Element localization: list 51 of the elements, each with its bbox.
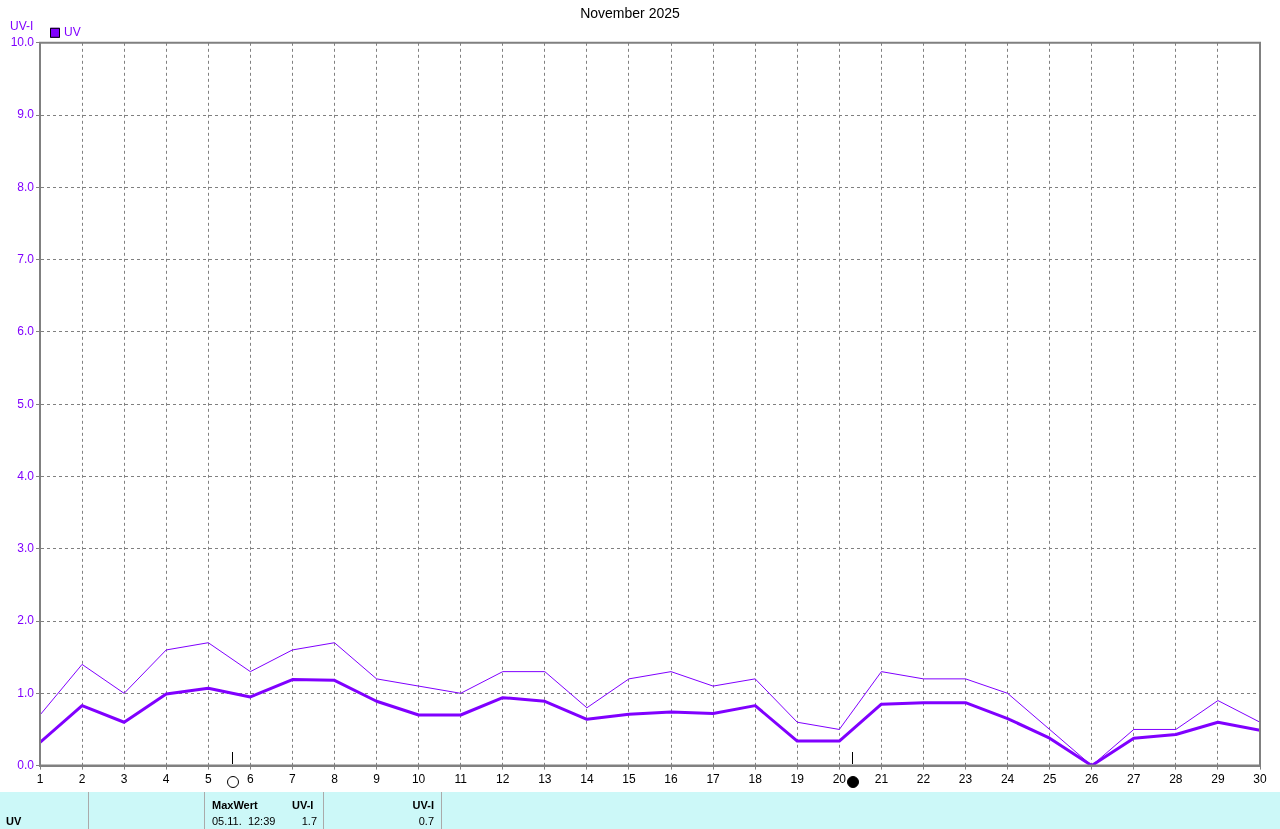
x-tick-label: 22 xyxy=(916,772,931,787)
x-tick-label: 20 xyxy=(832,772,847,787)
x-tick-label: 11 xyxy=(454,772,468,787)
y-tick-label: 2.0 xyxy=(17,613,35,628)
x-tick-label: 25 xyxy=(1042,772,1057,787)
y-tick-label: 0.0 xyxy=(17,757,35,772)
x-tick-label: 27 xyxy=(1127,772,1141,787)
y-tick-label: 3.0 xyxy=(17,541,35,556)
x-tick-label: 10 xyxy=(411,772,426,787)
legend-label: UV xyxy=(64,25,81,40)
text: 1.7 xyxy=(301,815,317,827)
x-tick-label: 13 xyxy=(538,772,552,787)
x-tick-label: 6 xyxy=(247,772,254,787)
y-tick-label: 8.0 xyxy=(17,179,35,194)
x-tick-label: 17 xyxy=(706,772,721,787)
y-tick-label: 10.0 xyxy=(10,35,35,50)
x-tick-label: 21 xyxy=(874,772,889,787)
x-tick-label: 15 xyxy=(622,772,636,787)
x-tick-label: 18 xyxy=(748,772,763,787)
x-tick-label: 19 xyxy=(790,772,805,787)
x-tick-label: 5 xyxy=(204,772,212,787)
text: 05.11. 12:39 xyxy=(212,815,276,827)
x-tick-label: 28 xyxy=(1169,772,1183,787)
text: UV xyxy=(6,815,22,827)
y-tick-label: 5.0 xyxy=(17,396,35,411)
x-tick-label: 8 xyxy=(331,772,339,787)
x-tick-label: 29 xyxy=(1211,772,1225,787)
x-tick-label: 9 xyxy=(373,772,381,787)
text: MaxWert xyxy=(212,799,258,811)
x-tick-label: 12 xyxy=(496,772,510,787)
x-tick-label: 14 xyxy=(580,772,594,787)
text: UV-I xyxy=(412,799,434,811)
x-tick-label: 3 xyxy=(120,772,128,787)
y-tick-label: 7.0 xyxy=(17,251,35,266)
x-tick-label: 24 xyxy=(1000,772,1015,787)
y-axis-title: UV-I xyxy=(10,19,34,34)
y-tick-label: 1.0 xyxy=(17,685,35,700)
x-tick-label: 4 xyxy=(162,772,170,787)
text: 0.7 xyxy=(418,815,434,827)
x-tick-label: 23 xyxy=(958,772,973,787)
text: UV-I xyxy=(292,799,314,811)
x-tick-label: 2 xyxy=(78,772,86,787)
y-tick-label: 6.0 xyxy=(17,324,35,339)
x-tick-label: 1 xyxy=(36,772,44,787)
y-tick-label: 9.0 xyxy=(17,107,35,122)
y-tick-label: 4.0 xyxy=(17,468,35,483)
x-tick-label: 7 xyxy=(289,772,297,787)
x-tick-label: 30 xyxy=(1253,772,1267,787)
chart-title: November 2025 xyxy=(580,5,681,22)
x-tick-label: 16 xyxy=(664,772,679,787)
x-tick-label: 26 xyxy=(1085,772,1099,787)
